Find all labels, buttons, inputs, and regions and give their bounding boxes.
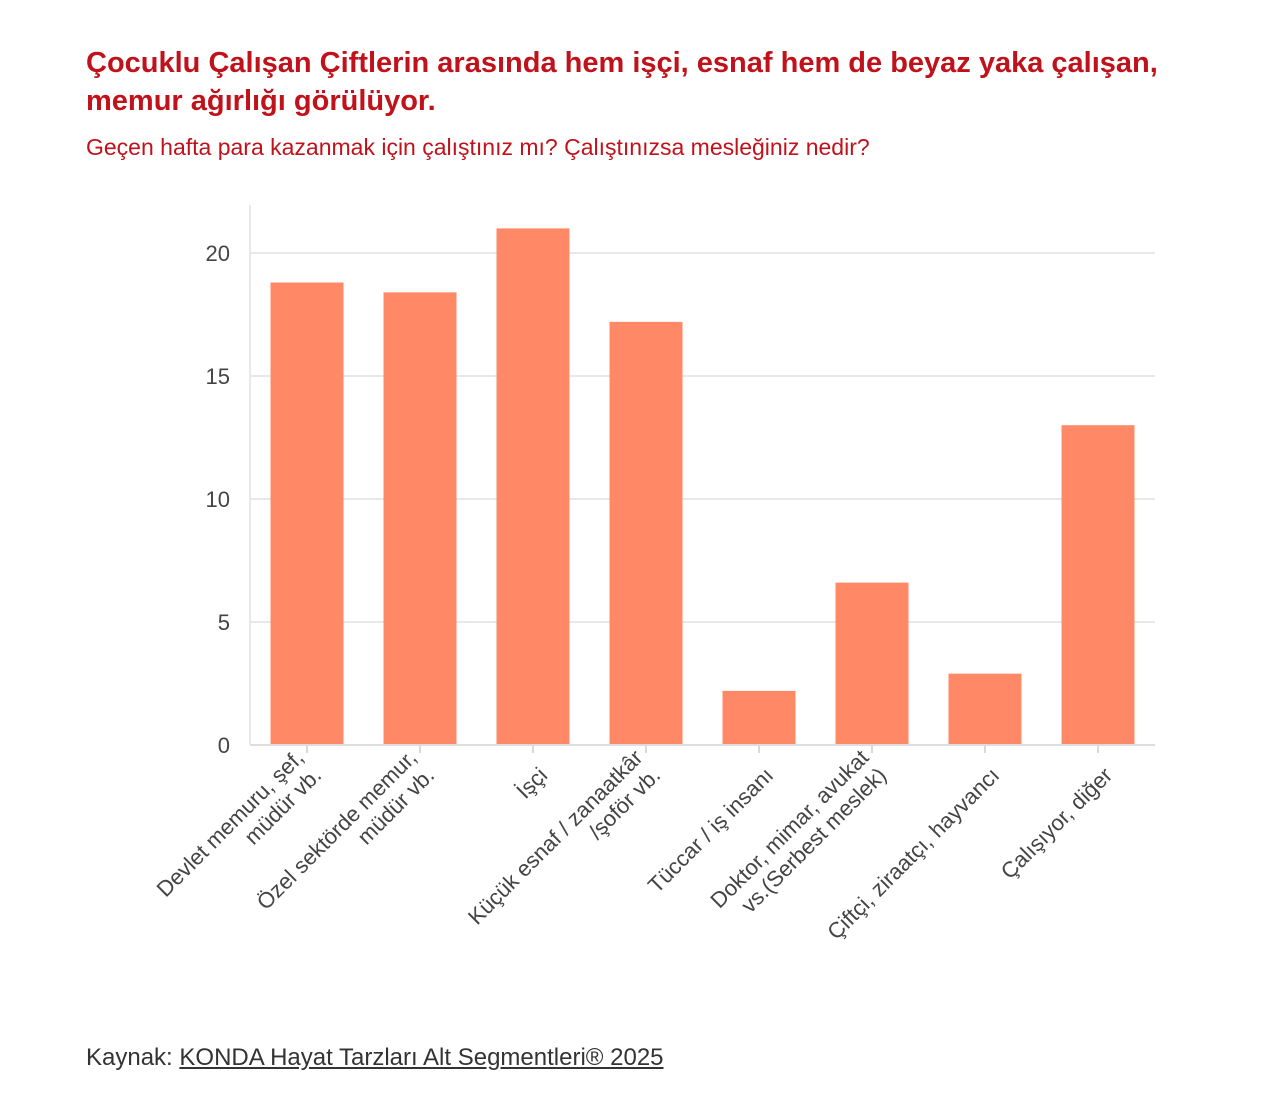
bar[interactable] (1061, 425, 1135, 745)
chart-title: Çocuklu Çalışan Çiftlerin arasında hem i… (86, 47, 1158, 117)
y-tick-label: 10 (206, 487, 230, 512)
source-note: Kaynak: KONDA Hayat Tarzları Alt Segment… (86, 1042, 664, 1074)
bar[interactable] (835, 582, 909, 745)
bar[interactable] (948, 673, 1022, 745)
y-tick-label: 0 (218, 733, 230, 758)
y-tick-label: 20 (206, 241, 230, 266)
x-tick-label-line: Küçük esnaf / zanaatkâr (463, 745, 648, 930)
x-tick-label-line: Çalışıyor, diğer (996, 763, 1117, 884)
chart-subtitle: Geçen hafta para kazanmak için çalıştını… (86, 134, 870, 160)
x-tick-label-line: İşçi (511, 763, 552, 804)
bar[interactable] (270, 282, 344, 745)
x-tick-label: İşçi (511, 763, 552, 804)
x-tick-label: Küçük esnaf / zanaatkâr/şoför vb. (463, 745, 665, 930)
y-tick-label: 15 (206, 364, 230, 389)
bar[interactable] (722, 690, 796, 745)
source-link[interactable]: KONDA Hayat Tarzları Alt Segmentleri® 20… (179, 1044, 664, 1071)
x-tick-label: Çalışıyor, diğer (996, 763, 1117, 884)
y-tick-label: 5 (218, 610, 230, 635)
bar[interactable] (383, 292, 457, 745)
source-prefix: Kaynak: (86, 1044, 173, 1071)
bar[interactable] (496, 228, 570, 745)
bar[interactable] (609, 321, 683, 745)
x-tick-label: Devlet memuru, şef,müdür vb. (152, 745, 327, 902)
x-tick-label-line: Doktor, mimar, avukat (705, 745, 873, 913)
